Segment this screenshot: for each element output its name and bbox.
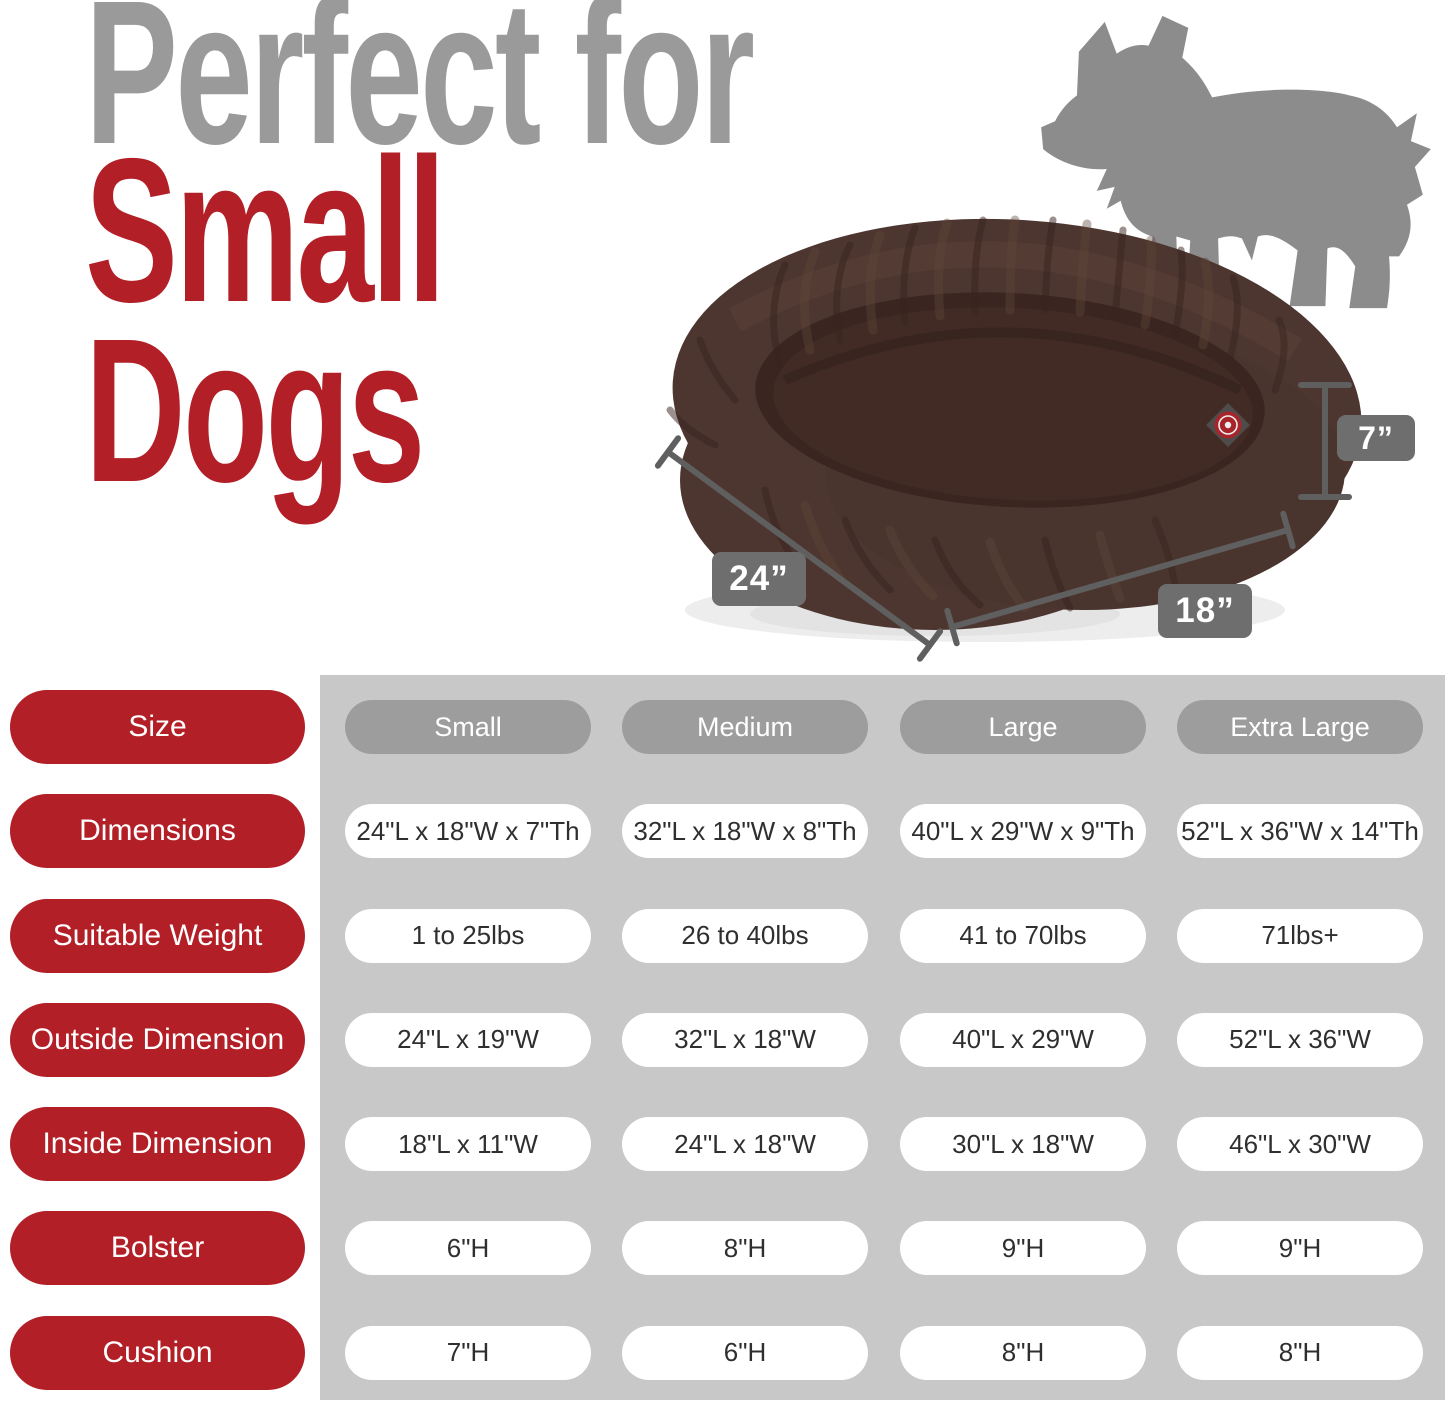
row-label-bolster: Bolster xyxy=(10,1211,305,1286)
table-cell: 7"H xyxy=(345,1325,591,1380)
table-cell: 32"L x 18"W x 8"Th xyxy=(622,804,868,859)
table-header-row: Size Small Medium Large Extra Large xyxy=(0,675,1445,779)
table-row-outside-dimension: Outside Dimension 24"L x 19"W 32"L x 18"… xyxy=(0,988,1445,1092)
table-cell: 71lbs+ xyxy=(1177,908,1423,963)
table-row-bolster: Bolster 6"H 8"H 9"H 9"H xyxy=(0,1196,1445,1300)
row-label-cushion: Cushion xyxy=(10,1315,305,1390)
depth-dimension-label: 18” xyxy=(1158,584,1252,638)
table-cell: 6"H xyxy=(622,1325,868,1380)
brand-badge xyxy=(1206,403,1250,447)
dimension-line-7 xyxy=(1298,382,1352,500)
headline-text-dogs: Dogs xyxy=(85,296,425,525)
column-header-extra-large: Extra Large xyxy=(1177,700,1423,754)
height-dimension-label: 7” xyxy=(1337,415,1415,461)
bed-cushion xyxy=(773,307,1253,501)
bed-pleats-light xyxy=(800,215,1214,613)
table-cell: 40"L x 29"W xyxy=(900,1012,1146,1067)
dog-silhouette-path xyxy=(1041,15,1431,309)
table-row-dimensions: Dimensions 24"L x 18"W x 7"Th 32"L x 18"… xyxy=(0,779,1445,883)
length-dimension-label: 24” xyxy=(712,552,806,606)
table-cell: 8"H xyxy=(1177,1325,1423,1380)
table-cell: 18"L x 11"W xyxy=(345,1117,591,1172)
table-row-suitable-weight: Suitable Weight 1 to 25lbs 26 to 40lbs 4… xyxy=(0,884,1445,988)
row-label-suitable-weight: Suitable Weight xyxy=(10,898,305,973)
table-cell: 41 to 70lbs xyxy=(900,908,1146,963)
table-cell: 46"L x 30"W xyxy=(1177,1117,1423,1172)
table-cell: 26 to 40lbs xyxy=(622,908,868,963)
column-header-small: Small xyxy=(345,700,591,754)
table-cell: 52"L x 36"W xyxy=(1177,1012,1423,1067)
hero-section: Perfect for Small Dogs xyxy=(0,0,1445,675)
table-cell: 24"L x 19"W xyxy=(345,1012,591,1067)
dimension-lines xyxy=(654,382,1352,662)
table-cell: 40"L x 29"W x 9"Th xyxy=(900,804,1146,859)
table-cell: 24"L x 18"W xyxy=(622,1117,868,1172)
bed-pleats-dark xyxy=(666,216,1288,612)
table-cell: 9"H xyxy=(900,1221,1146,1276)
headline-line-3: Dogs xyxy=(85,308,582,513)
table-cell: 8"H xyxy=(900,1325,1146,1380)
size-table: Size Small Medium Large Extra Large Dime… xyxy=(0,675,1445,1405)
row-label-size: Size xyxy=(10,690,305,764)
table-cell: 1 to 25lbs xyxy=(345,908,591,963)
table-cell: 6"H xyxy=(345,1221,591,1276)
dimension-line-24 xyxy=(654,435,944,662)
row-label-outside-dimension: Outside Dimension xyxy=(10,1002,305,1077)
table-cell: 9"H xyxy=(1177,1221,1423,1276)
headline-text-gray: Perfect for xyxy=(85,0,755,187)
dog-silhouette-icon xyxy=(1041,15,1431,309)
row-label-inside-dimension: Inside Dimension xyxy=(10,1107,305,1182)
table-cell: 32"L x 18"W xyxy=(622,1012,868,1067)
dimension-line-18 xyxy=(944,510,1296,647)
column-header-medium: Medium xyxy=(622,700,868,754)
table-row-cushion: Cushion 7"H 6"H 8"H 8"H xyxy=(0,1301,1445,1405)
row-label-dimensions: Dimensions xyxy=(10,794,305,869)
table-row-inside-dimension: Inside Dimension 18"L x 11"W 24"L x 18"W… xyxy=(0,1092,1445,1196)
table-cell: 8"H xyxy=(622,1221,868,1276)
table-cell: 24"L x 18"W x 7"Th xyxy=(345,804,591,859)
table-cell: 30"L x 18"W xyxy=(900,1117,1146,1172)
headline-line-2: Small xyxy=(85,128,612,333)
table-cell: 52"L x 36"W x 14"Th xyxy=(1177,804,1423,859)
headline-text-small: Small xyxy=(85,116,446,345)
column-header-large: Large xyxy=(900,700,1146,754)
bed-rim-highlight xyxy=(728,241,1302,362)
bed-cushion-shadow xyxy=(782,327,1243,395)
headline-line-1: Perfect for xyxy=(85,0,1066,175)
